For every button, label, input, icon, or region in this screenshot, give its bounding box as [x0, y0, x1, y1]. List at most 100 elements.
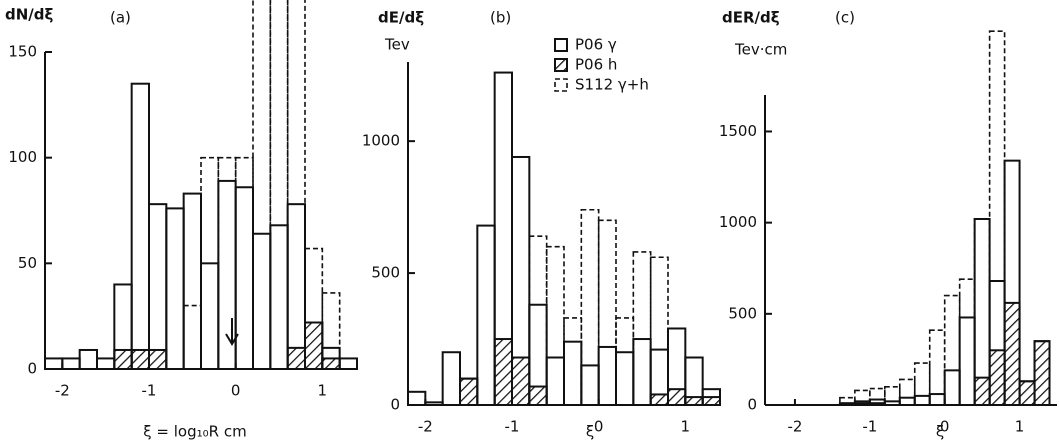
x-tick-label: 1 [1015, 418, 1025, 436]
x-axis-label: ξ [586, 423, 594, 441]
x-tick-label: -1 [142, 382, 157, 400]
histogram-bar [511, 356, 531, 406]
histogram-bar [286, 346, 306, 371]
histogram-bar [252, 232, 272, 370]
histogram-bar [286, 0, 306, 370]
histogram-bar [913, 394, 931, 407]
histogram-bar [200, 262, 220, 371]
y-axis-unit: Tev [384, 36, 410, 54]
x-tick-label: 1 [318, 382, 328, 400]
x-axis-label: ξ [936, 423, 944, 441]
histogram-bar [304, 247, 324, 370]
histogram-bar [898, 396, 916, 406]
y-tick-label: 500 [728, 304, 757, 322]
histogram-bar [234, 156, 254, 370]
histogram-bar [78, 348, 98, 371]
histogram-bar [44, 357, 64, 370]
histogram-bar [1018, 380, 1036, 407]
histogram-bar [632, 338, 652, 406]
histogram-bar [338, 357, 358, 370]
y-tick-label: 1500 [719, 122, 757, 140]
histogram-bar [407, 390, 427, 406]
legend-label: S112 γ+h [575, 76, 649, 94]
histogram-bar [898, 378, 916, 406]
histogram-bar [988, 349, 1006, 407]
histogram-bar [580, 364, 600, 406]
histogram-bar [684, 396, 704, 407]
panel-title: (c) [835, 9, 855, 27]
histogram-bar [943, 294, 961, 406]
y-axis-label: dN/dξ [5, 6, 54, 24]
y-tick-label: 0 [390, 396, 400, 414]
histogram-bar [148, 348, 168, 371]
histogram-bar [165, 207, 185, 370]
histogram-bar [545, 356, 566, 406]
y-tick-label: 150 [8, 43, 37, 61]
histogram-bar [182, 304, 202, 370]
histogram-bar [286, 203, 306, 370]
histogram-bar [913, 362, 931, 406]
histogram-bar [615, 317, 635, 406]
histogram-bar [701, 396, 722, 407]
histogram-bar [1003, 301, 1021, 406]
histogram-bar [96, 357, 116, 370]
histogram-bar [304, 321, 324, 370]
histogram-bar [580, 208, 600, 406]
y-axis-unit: Tev·cm [734, 41, 787, 59]
x-tick-label: -2 [418, 418, 433, 436]
histogram-bar [667, 388, 687, 406]
histogram-bar [563, 340, 583, 406]
histogram-bar [493, 338, 513, 406]
panel-title: (b) [490, 9, 511, 27]
x-tick-label: -2 [787, 418, 802, 436]
histogram-bar [597, 219, 617, 406]
histogram-bar [1033, 340, 1051, 407]
y-axis-label: dER/dξ [722, 9, 780, 27]
x-tick-label: -2 [55, 382, 70, 400]
y-tick-label: 1000 [719, 213, 757, 231]
histogram-bar [441, 351, 461, 407]
histogram-bar [528, 385, 548, 406]
histogram-bar [321, 292, 341, 370]
histogram-bar [321, 357, 341, 370]
legend-symbol [554, 38, 568, 52]
x-tick-label: -1 [505, 418, 520, 436]
histogram-bar [217, 156, 237, 370]
histogram-bar [649, 393, 670, 407]
histogram-bar [632, 251, 652, 406]
histogram-bar [459, 377, 479, 407]
histogram-bar [252, 0, 272, 370]
histogram-bar [130, 348, 151, 371]
histogram-bar [424, 401, 444, 407]
y-tick-label: 0 [747, 396, 757, 414]
histogram-bar [528, 235, 548, 406]
arrow-head [225, 333, 239, 346]
histogram-bar [928, 393, 946, 407]
y-tick-label: 0 [27, 360, 37, 378]
histogram-bar [649, 256, 669, 406]
x-tick-label: 0 [594, 418, 604, 436]
histogram-bar [615, 351, 635, 407]
histogram-bar [854, 389, 871, 406]
histogram-bar [130, 82, 151, 370]
histogram-bar [476, 224, 496, 406]
legend-label: P06 γ [575, 36, 617, 54]
histogram-bar [973, 376, 991, 407]
y-tick-label: 50 [18, 254, 37, 272]
x-tick-label: 0 [940, 418, 950, 436]
histogram-bar [597, 345, 618, 407]
histogram-bar [958, 316, 976, 406]
y-tick-label: 100 [8, 148, 37, 166]
y-axis-label: dE/dξ [378, 9, 424, 27]
histogram-bar [563, 317, 583, 406]
y-tick-label: 500 [371, 264, 400, 282]
x-tick-label: 0 [231, 382, 241, 400]
histogram-bar [958, 278, 976, 406]
histogram-bar [269, 224, 289, 370]
legend-label: P06 h [575, 56, 617, 74]
histogram-bar [182, 192, 203, 370]
histogram-bar [234, 186, 255, 370]
histogram-bar [200, 156, 220, 370]
histogram-bar [269, 0, 289, 370]
